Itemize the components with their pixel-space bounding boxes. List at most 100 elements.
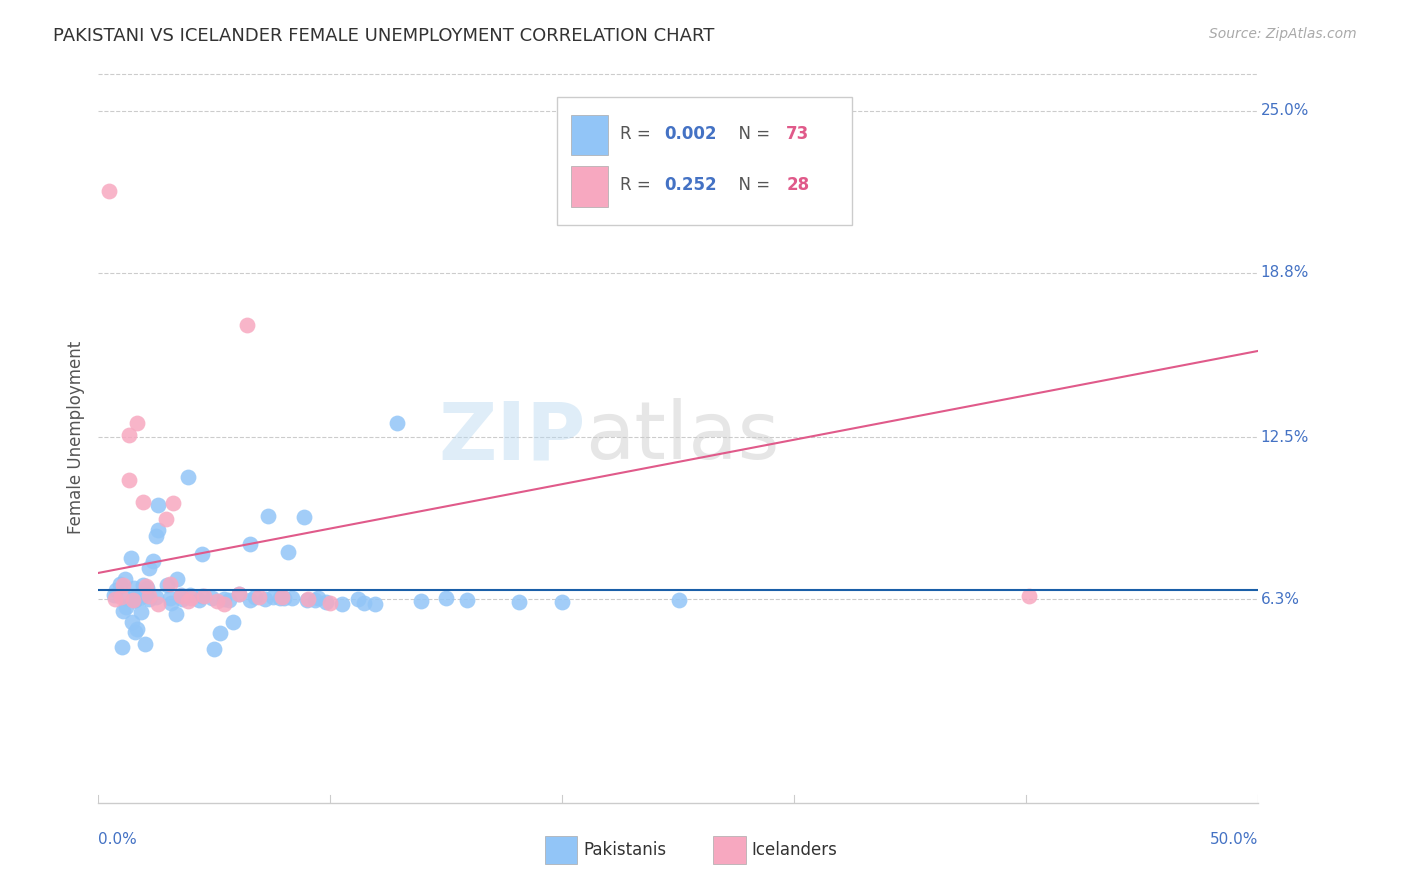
Point: [159, 591, 181, 605]
Point: [247, 591, 270, 605]
Point: [145, 590, 167, 604]
Point: [214, 598, 236, 612]
Point: [124, 581, 146, 595]
Text: atlas: atlas: [585, 398, 780, 476]
Point: [239, 537, 262, 551]
Text: 25.0%: 25.0%: [1261, 103, 1309, 118]
Bar: [713, 836, 745, 863]
Bar: [571, 115, 607, 155]
Point: [304, 593, 326, 607]
Point: [104, 592, 127, 607]
Point: [281, 591, 304, 606]
Point: [456, 593, 478, 607]
Point: [218, 593, 240, 607]
Point: [193, 589, 215, 603]
Point: [177, 470, 200, 484]
Point: [191, 589, 214, 603]
Point: [353, 595, 375, 609]
Point: [243, 591, 266, 605]
Point: [118, 428, 141, 442]
Text: 28: 28: [786, 176, 810, 194]
Point: [170, 588, 193, 602]
Text: 12.5%: 12.5%: [1261, 430, 1309, 444]
Text: ZIP: ZIP: [439, 398, 585, 476]
Text: 73: 73: [786, 125, 810, 143]
Point: [409, 594, 432, 608]
Point: [160, 596, 183, 610]
Point: [108, 577, 131, 591]
Point: [131, 591, 153, 605]
Point: [273, 591, 295, 606]
Point: [145, 529, 167, 543]
Point: [117, 473, 139, 487]
Point: [127, 589, 149, 603]
Point: [271, 590, 294, 604]
Point: [104, 582, 127, 597]
Point: [111, 640, 134, 654]
Point: [508, 595, 530, 609]
Point: [668, 593, 690, 607]
Text: 0.0%: 0.0%: [98, 832, 138, 847]
Point: [121, 593, 143, 607]
Point: [205, 594, 228, 608]
Point: [103, 588, 125, 602]
Point: [307, 591, 329, 606]
Point: [115, 591, 138, 606]
Point: [132, 577, 155, 591]
Point: [1018, 590, 1040, 604]
Point: [111, 577, 134, 591]
Point: [138, 589, 160, 603]
Text: PAKISTANI VS ICELANDER FEMALE UNEMPLOYMENT CORRELATION CHART: PAKISTANI VS ICELANDER FEMALE UNEMPLOYME…: [53, 27, 714, 45]
Point: [169, 589, 191, 603]
Point: [129, 605, 152, 619]
Point: [191, 547, 214, 561]
Text: Pakistanis: Pakistanis: [583, 841, 666, 859]
Text: Source: ZipAtlas.com: Source: ZipAtlas.com: [1209, 27, 1357, 41]
Point: [551, 595, 574, 609]
Point: [146, 523, 169, 537]
Point: [127, 416, 149, 430]
Point: [134, 637, 156, 651]
Point: [121, 615, 143, 630]
Point: [162, 496, 184, 510]
Point: [111, 604, 134, 618]
Y-axis label: Female Unemployment: Female Unemployment: [66, 341, 84, 533]
Point: [209, 625, 232, 640]
Point: [235, 318, 257, 332]
Point: [292, 510, 315, 524]
Point: [319, 597, 342, 611]
Text: 50.0%: 50.0%: [1211, 832, 1258, 847]
Point: [98, 185, 121, 199]
Point: [114, 572, 136, 586]
Point: [165, 607, 187, 621]
Point: [180, 591, 202, 606]
Point: [297, 591, 319, 606]
Point: [262, 590, 284, 604]
FancyBboxPatch shape: [557, 97, 852, 225]
Point: [364, 597, 387, 611]
Point: [166, 573, 188, 587]
Text: 0.252: 0.252: [665, 176, 717, 194]
Point: [170, 591, 193, 606]
Point: [138, 592, 160, 607]
Point: [142, 554, 165, 568]
Point: [179, 588, 201, 602]
Point: [201, 591, 224, 605]
Point: [202, 642, 225, 657]
Text: 18.8%: 18.8%: [1261, 265, 1309, 280]
Bar: [571, 167, 607, 207]
Point: [228, 587, 250, 601]
Point: [222, 615, 245, 629]
Bar: [546, 836, 578, 863]
Point: [159, 577, 181, 591]
Point: [120, 550, 142, 565]
Point: [146, 498, 169, 512]
Text: Icelanders: Icelanders: [751, 841, 838, 859]
Point: [239, 593, 262, 607]
Point: [156, 578, 179, 592]
Point: [110, 590, 132, 604]
Point: [257, 508, 280, 523]
Point: [434, 591, 457, 605]
Point: [295, 593, 318, 607]
Point: [387, 416, 409, 430]
